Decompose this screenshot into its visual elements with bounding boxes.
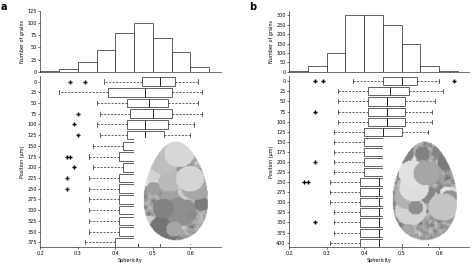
Bar	[439, 71, 458, 72]
Text: b: b	[249, 2, 256, 12]
Bar	[383, 25, 401, 72]
Bar	[172, 52, 191, 72]
PathPatch shape	[119, 152, 161, 161]
PathPatch shape	[364, 158, 401, 166]
PathPatch shape	[360, 208, 398, 217]
Y-axis label: Number of grains: Number of grains	[269, 20, 274, 63]
PathPatch shape	[364, 138, 401, 146]
PathPatch shape	[115, 238, 161, 247]
X-axis label: Sphericity: Sphericity	[118, 258, 143, 263]
PathPatch shape	[368, 87, 409, 95]
Bar	[327, 53, 346, 72]
PathPatch shape	[360, 178, 398, 186]
PathPatch shape	[127, 131, 164, 140]
PathPatch shape	[383, 77, 417, 85]
Bar	[97, 50, 115, 72]
PathPatch shape	[360, 239, 401, 247]
Bar	[78, 62, 97, 72]
PathPatch shape	[119, 206, 161, 214]
PathPatch shape	[108, 88, 172, 97]
Bar	[40, 71, 59, 72]
Bar	[346, 15, 364, 72]
PathPatch shape	[368, 97, 405, 105]
Y-axis label: Position (μm): Position (μm)	[20, 146, 26, 178]
Bar	[308, 66, 327, 72]
PathPatch shape	[368, 108, 405, 116]
PathPatch shape	[364, 168, 401, 176]
PathPatch shape	[119, 195, 157, 204]
PathPatch shape	[123, 163, 161, 172]
PathPatch shape	[119, 227, 161, 236]
PathPatch shape	[364, 128, 401, 136]
PathPatch shape	[127, 120, 168, 129]
Y-axis label: Position (μm): Position (μm)	[269, 146, 274, 178]
Bar	[401, 44, 420, 72]
PathPatch shape	[123, 141, 164, 150]
PathPatch shape	[360, 229, 401, 237]
PathPatch shape	[130, 109, 172, 118]
PathPatch shape	[142, 77, 175, 86]
Bar	[59, 69, 78, 72]
Y-axis label: Number of grains: Number of grains	[20, 20, 26, 63]
PathPatch shape	[364, 148, 401, 156]
PathPatch shape	[119, 217, 161, 225]
Bar	[153, 38, 172, 72]
Bar	[134, 23, 153, 72]
Text: a: a	[0, 2, 7, 12]
PathPatch shape	[360, 188, 398, 196]
PathPatch shape	[360, 198, 398, 206]
PathPatch shape	[119, 174, 161, 182]
PathPatch shape	[360, 218, 401, 226]
Bar	[115, 33, 134, 72]
Bar	[191, 67, 209, 72]
Bar	[364, 15, 383, 72]
Bar	[289, 71, 308, 72]
PathPatch shape	[127, 99, 168, 107]
Bar	[420, 66, 439, 72]
PathPatch shape	[368, 118, 405, 126]
PathPatch shape	[119, 185, 161, 193]
X-axis label: Sphericity: Sphericity	[367, 258, 392, 263]
